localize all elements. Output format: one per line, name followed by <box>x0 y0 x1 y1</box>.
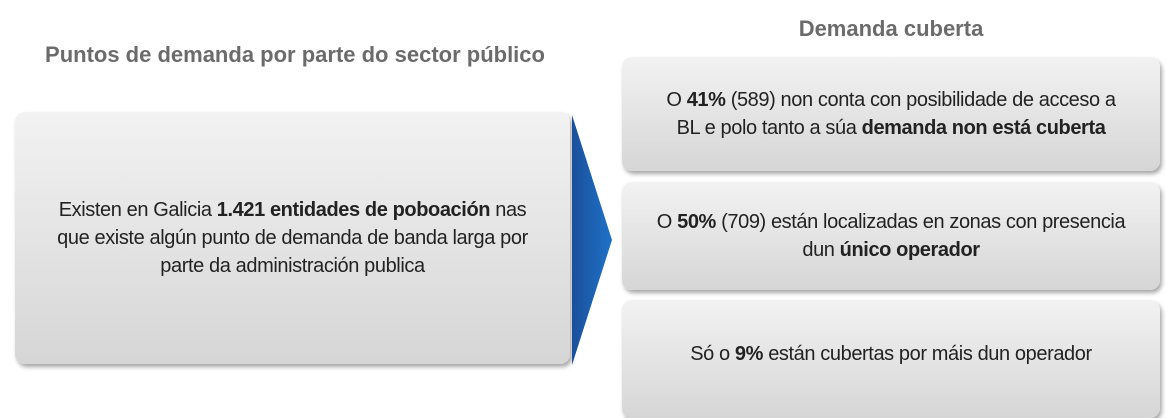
right-box: O 50% (709) están localizadas en zonas c… <box>622 182 1160 290</box>
bold-text: 50% <box>677 211 716 233</box>
text: están cubertas por máis dun operador <box>763 343 1092 365</box>
text: nas que existe algún punto de demanda de… <box>57 199 528 277</box>
text: O <box>666 89 687 111</box>
box-text: O 50% (709) están localizadas en zonas c… <box>652 208 1130 264</box>
left-title: Puntos de demanda por parte do sector pú… <box>45 42 545 67</box>
right-box: O 41% (589) non conta con posibilidade d… <box>622 57 1160 171</box>
text: O <box>656 211 678 233</box>
left-box: Existen en Galicia 1.421 entidades de po… <box>15 112 570 364</box>
text: Só o <box>690 343 735 365</box>
text: (709) están localizadas en zonas con pre… <box>715 211 1126 261</box>
right-title: Demanda cuberta <box>798 16 984 41</box>
bold-text: 1.421 entidades de poboación <box>216 199 491 221</box>
text: (589) non conta con posibilidade de acce… <box>676 89 1116 139</box>
box-text: O 41% (589) non conta con posibilidade d… <box>652 86 1130 142</box>
bold-text: 41% <box>686 89 726 111</box>
arrow <box>572 115 612 365</box>
text: Existen en Galicia <box>58 199 217 221</box>
right-box: Só o 9% están cubertas por máis dun oper… <box>622 300 1160 418</box>
left-text: Existen en Galicia 1.421 entidades de po… <box>55 196 530 280</box>
chevron <box>572 115 612 365</box>
bold-text: único operador <box>839 239 980 261</box>
bold-text: demanda non está cuberta <box>861 117 1106 139</box>
page: {"left": {"title": "Puntos de demanda po… <box>15 16 1160 418</box>
box-text: Só o 9% están cubertas por máis dun oper… <box>690 340 1092 368</box>
bold-text: 9% <box>734 343 764 365</box>
